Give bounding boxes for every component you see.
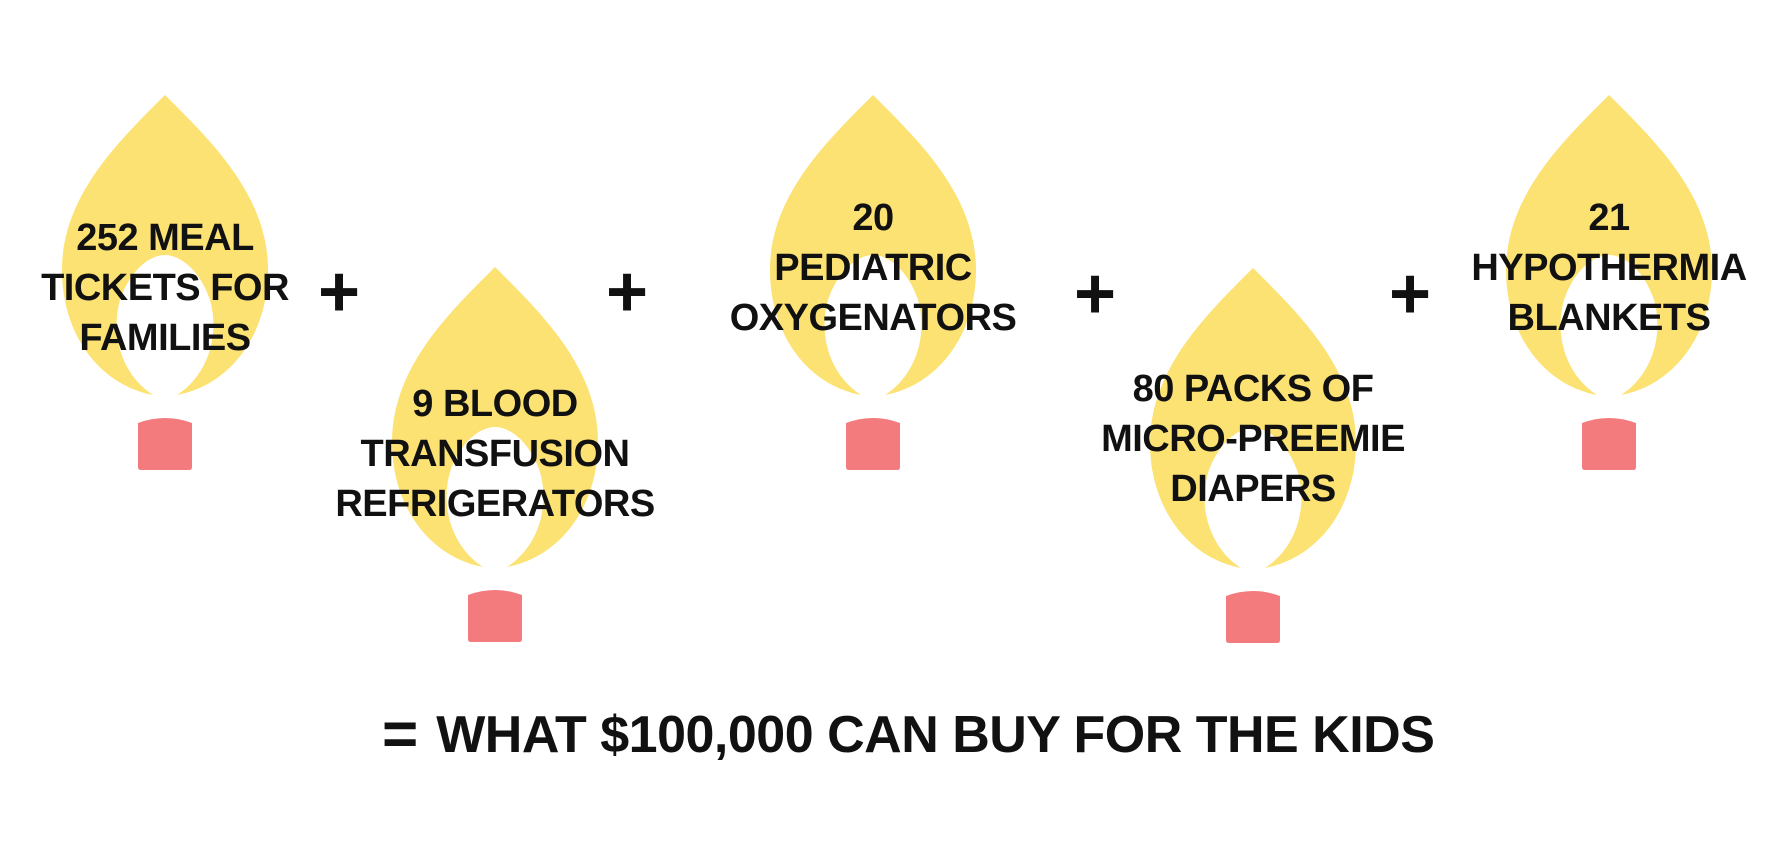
- label-line: PEDIATRIC: [774, 247, 972, 289]
- flame-label: 9 BLOOD TRANSFUSION REFRIGERATORS: [320, 379, 670, 529]
- flame-label: 20 PEDIATRIC OXYGENATORS: [698, 193, 1048, 343]
- label-line: 80 PACKS OF: [1132, 368, 1374, 410]
- flame-item-meal-tickets: 252 MEAL TICKETS FOR FAMILIES: [41, 95, 289, 475]
- flame-icon: [62, 95, 268, 470]
- label-line: BLANKETS: [1507, 297, 1711, 339]
- flame-item-preemie-diapers: 80 PACKS OF MICRO-PREEMIE DIAPERS: [1101, 268, 1405, 648]
- label-line: FAMILIES: [79, 317, 251, 359]
- flame-label: 80 PACKS OF MICRO-PREEMIE DIAPERS: [1078, 364, 1428, 514]
- label-line: 252 MEAL: [76, 217, 254, 259]
- equals-sign: =: [382, 700, 419, 769]
- plus-sign: +: [1074, 254, 1117, 334]
- plus-sign: +: [1389, 254, 1432, 334]
- label-line: 21: [1588, 197, 1630, 239]
- flame-icon: [1506, 95, 1712, 470]
- label-line: DIAPERS: [1170, 468, 1336, 510]
- result-row: = WHAT $100,000 CAN BUY FOR THE KIDS: [382, 700, 1435, 770]
- flame-icon: [1150, 268, 1356, 643]
- label-line: TRANSFUSION: [360, 433, 630, 475]
- flame-item-hypothermia-blankets: 21 HYPOTHERMIA BLANKETS: [1471, 95, 1747, 475]
- plus-sign: +: [318, 252, 361, 332]
- label-line: TICKETS FOR: [41, 267, 289, 309]
- flame-label: 252 MEAL TICKETS FOR FAMILIES: [0, 213, 340, 363]
- label-line: REFRIGERATORS: [335, 483, 655, 525]
- label-line: OXYGENATORS: [729, 297, 1017, 339]
- flame-item-pediatric-oxygenators: 20 PEDIATRIC OXYGENATORS: [730, 95, 1017, 475]
- label-line: 9 BLOOD: [412, 383, 578, 425]
- flame-label: 21 HYPOTHERMIA BLANKETS: [1434, 193, 1773, 343]
- plus-sign: +: [606, 252, 649, 332]
- label-line: MICRO-PREEMIE: [1101, 418, 1405, 460]
- flame-icon: [770, 95, 976, 470]
- label-line: 20: [852, 197, 894, 239]
- label-line: HYPOTHERMIA: [1471, 247, 1747, 289]
- result-text: WHAT $100,000 CAN BUY FOR THE KIDS: [436, 706, 1435, 764]
- flame-icon: [392, 267, 598, 642]
- flame-item-blood-refrigerators: 9 BLOOD TRANSFUSION REFRIGERATORS: [335, 267, 655, 647]
